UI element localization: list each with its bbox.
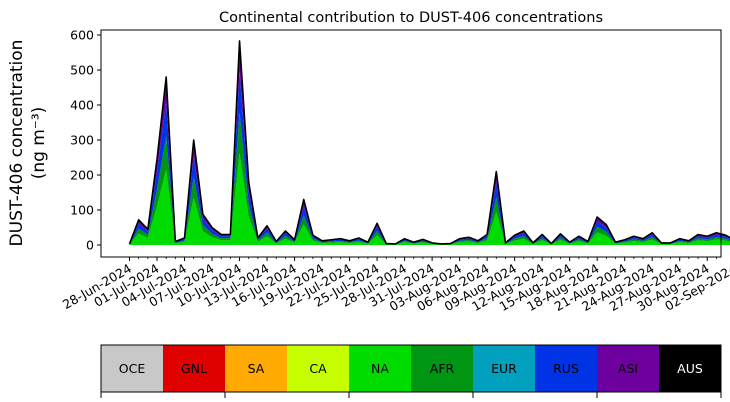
y-tick-label: 500 — [70, 63, 94, 78]
legend-swatch-rus — [535, 345, 598, 392]
y-axis-label-line1: DUST-406 concentration — [7, 40, 27, 247]
colorbar-legend: OCE GNL SA CA NA AFR EUR RUS ASI AUS — [100, 344, 722, 398]
legend-label-rus: RUS — [553, 361, 579, 376]
legend-label-ca: CA — [309, 361, 327, 376]
plot-frame — [100, 29, 722, 258]
y-axis-label: DUST-406 concentration (ng m⁻³) — [7, 40, 49, 247]
legend-label-gnl: GNL — [181, 361, 207, 376]
x-axis: 28-Jun-202401-Jul-202404-Jul-202407-Jul-… — [60, 257, 730, 314]
legend-swatch-gnl — [163, 345, 226, 392]
legend-label-eur: EUR — [491, 361, 517, 376]
legend-label-sa: SA — [248, 361, 265, 376]
y-axis-label-line2: (ng m⁻³) — [29, 107, 49, 180]
legend-swatch-eur — [473, 345, 536, 392]
plot-area — [100, 29, 730, 258]
y-tick-label: 200 — [70, 168, 94, 183]
legend-frame — [100, 344, 722, 393]
legend-swatch-afr — [411, 345, 474, 392]
legend-swatch-asi — [597, 345, 660, 392]
legend-label-afr: AFR — [430, 361, 455, 376]
legend-swatch-aus — [659, 345, 722, 392]
chart-title: Continental contribution to DUST-406 con… — [219, 10, 603, 26]
y-tick-label: 0 — [86, 238, 94, 253]
legend-swatch-sa — [225, 345, 288, 392]
legend-label-aus: AUS — [677, 361, 703, 376]
legend-label-na: NA — [371, 361, 389, 376]
legend-label-oce: OCE — [119, 361, 146, 376]
y-tick-label: 600 — [70, 28, 94, 43]
total-line — [128, 40, 730, 245]
legend-label-asi: ASI — [618, 361, 638, 376]
legend-swatch-oce — [101, 345, 164, 392]
y-tick-label: 100 — [70, 203, 94, 218]
area-na — [129, 153, 730, 245]
y-tick-label: 300 — [70, 133, 94, 148]
legend-swatch-ca — [287, 345, 350, 392]
legend-swatch-na — [349, 345, 412, 392]
y-axis: 0 100 200 300 400 500 600 — [70, 28, 101, 253]
y-tick-label: 400 — [70, 98, 94, 113]
